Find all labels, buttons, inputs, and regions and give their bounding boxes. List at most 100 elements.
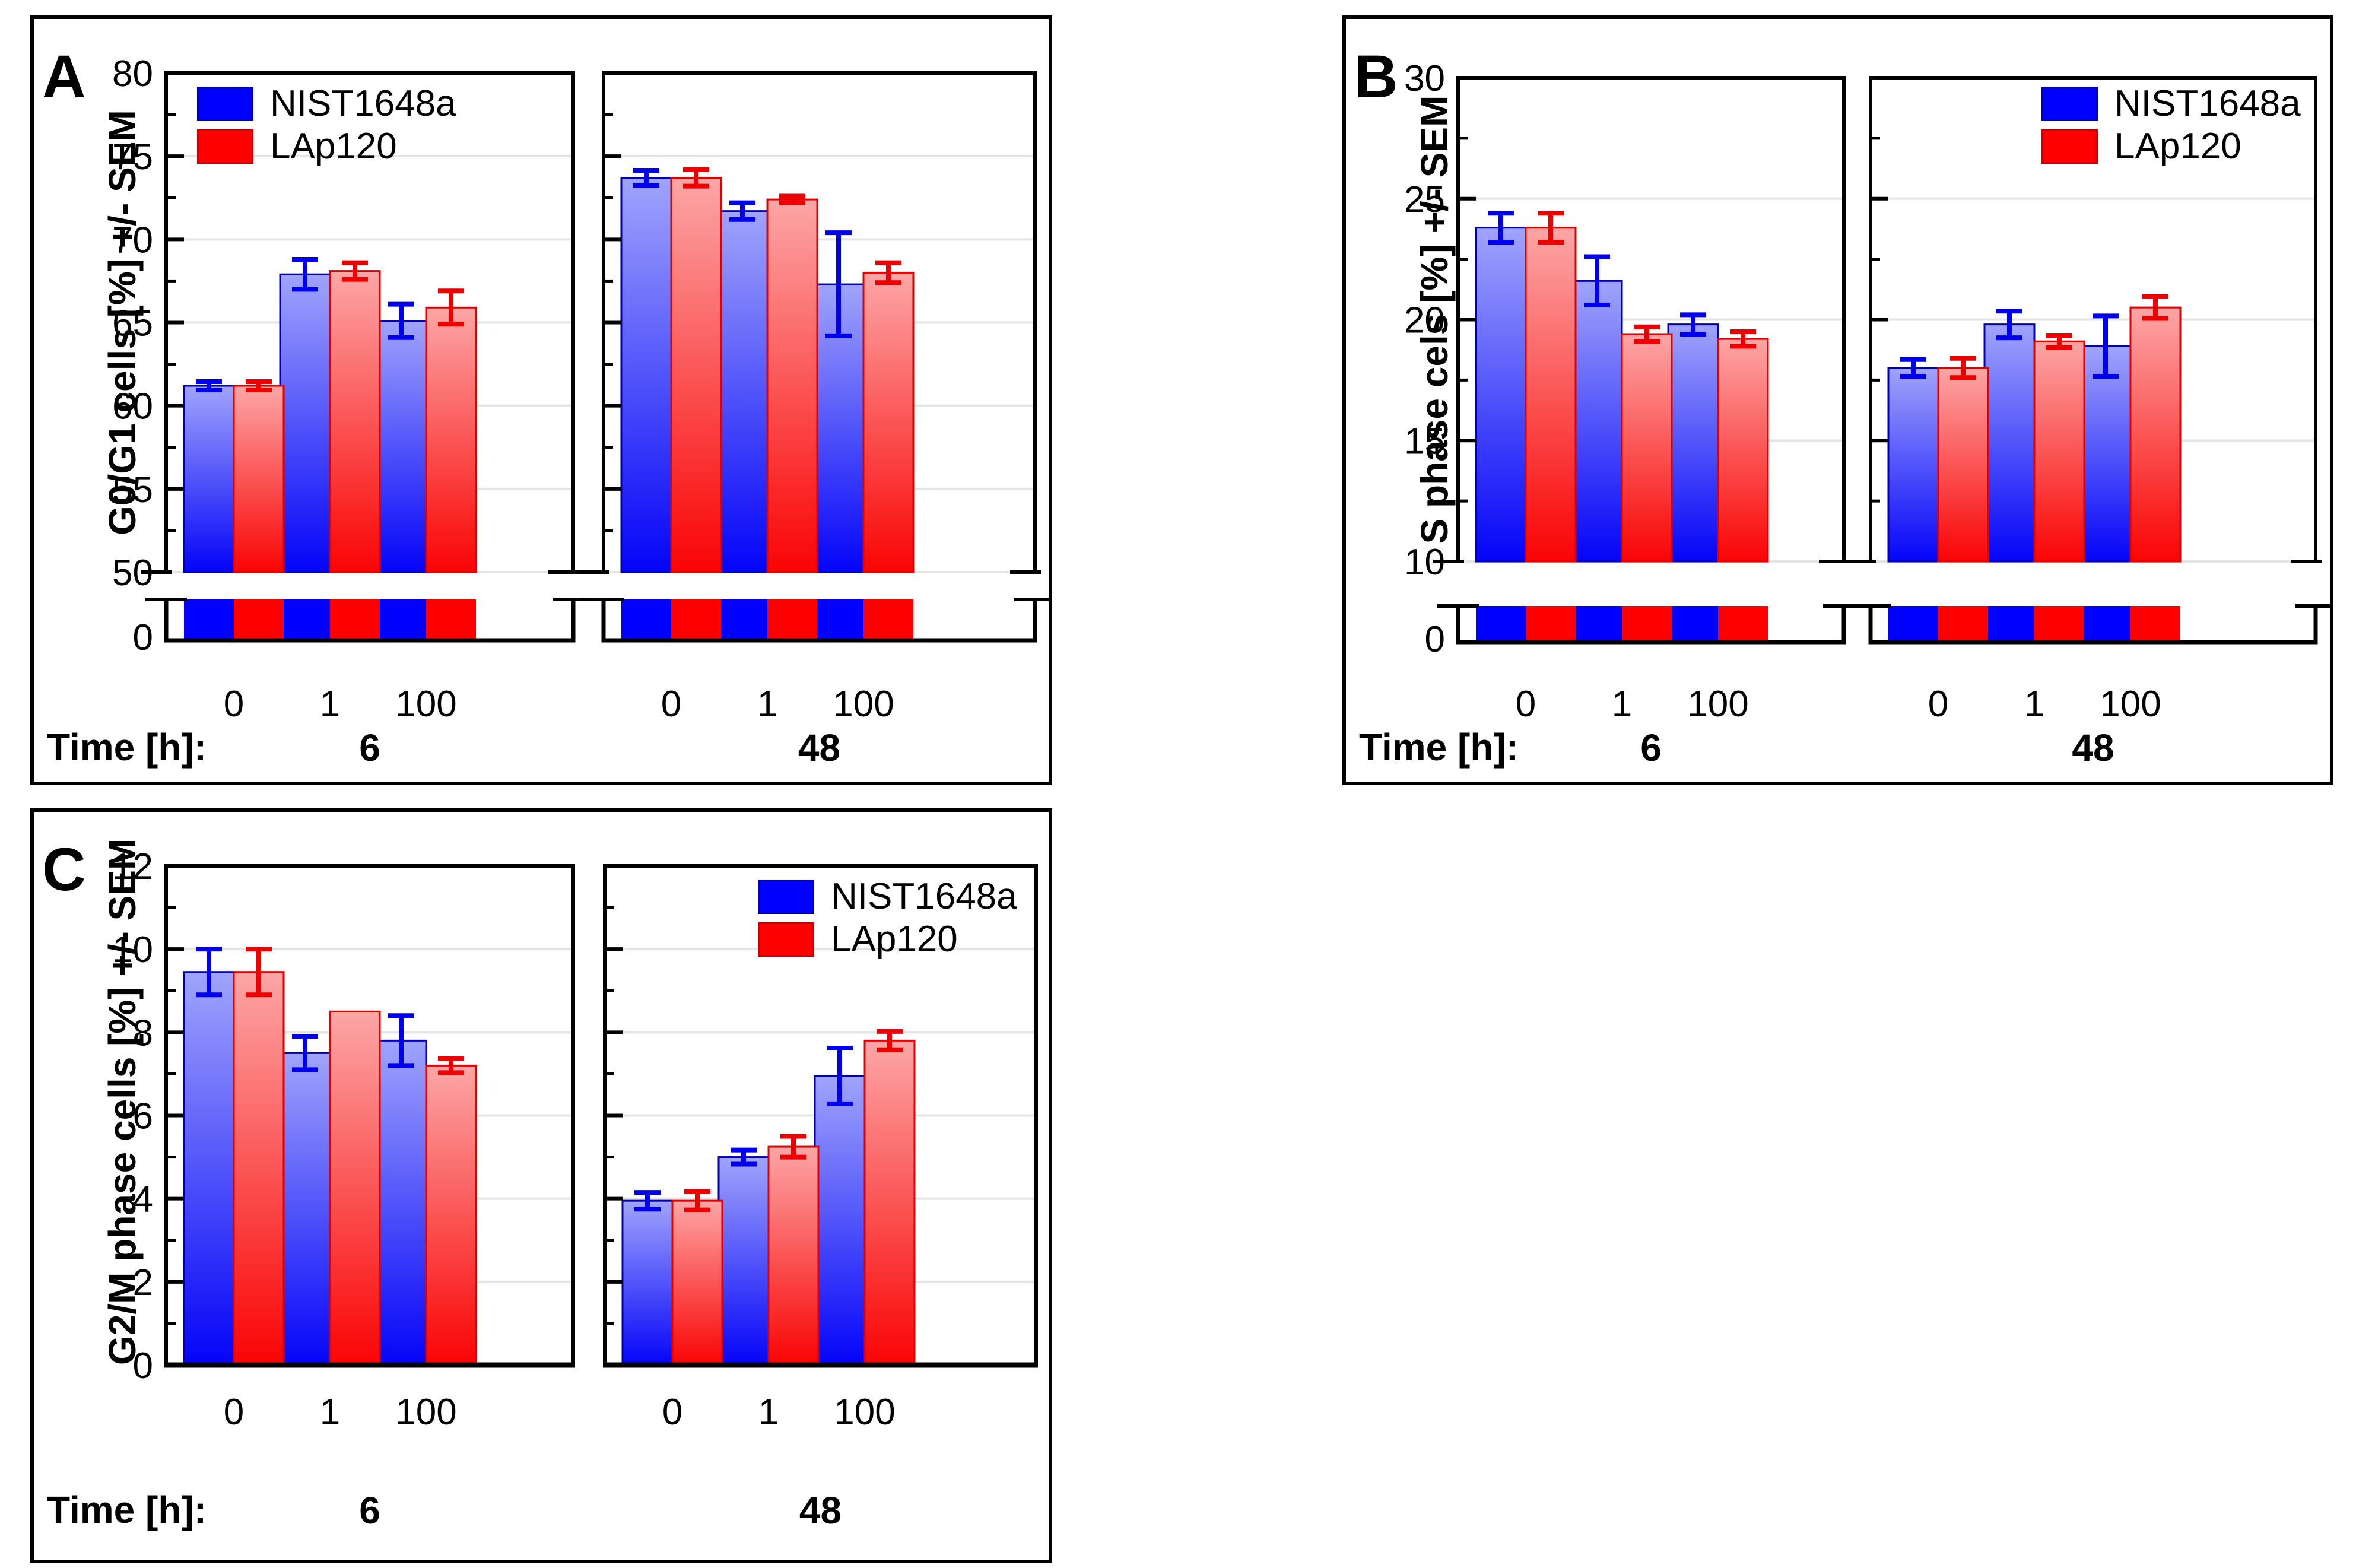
error-bar-NIST1648a-100 (388, 301, 414, 340)
legend-swatch-red (197, 129, 253, 164)
legend-label-lap: LAp120 (270, 126, 397, 167)
bar-base-LAp120-1 (767, 599, 817, 640)
x-tick-label: 100 (833, 684, 894, 725)
y-tick-label: 8 (133, 1012, 153, 1053)
y-tick-label: 10 (112, 929, 153, 970)
bar-base-LAp120-0 (234, 599, 284, 640)
legend-item-nist: NIST1648a (2041, 85, 2301, 122)
panel-label-C: C (42, 836, 86, 903)
error-bar-LAp120-0 (246, 947, 272, 998)
bar-base-NIST1648a-100 (2081, 606, 2130, 642)
bar-LAp120-0 (1525, 227, 1577, 563)
subpanel-6: 0 1 100 6 (164, 864, 575, 1532)
error-bar-LAp120-0 (1538, 211, 1564, 245)
x-tick-label: 1 (1612, 684, 1632, 725)
time-value: 48 (2072, 726, 2114, 769)
bar-NIST1648a-1 (279, 1052, 331, 1366)
bar-NIST1648a-0 (183, 971, 235, 1366)
legend-item-lap: LAp120 (2041, 128, 2301, 165)
error-bar-LAp120-100 (438, 288, 464, 327)
y-tick-label-zero: 0 (1425, 619, 1445, 660)
strip-frame (1868, 606, 2318, 645)
bar-base-NIST1648a-0 (184, 599, 234, 640)
error-bar-NIST1648a-100 (825, 230, 852, 338)
panel-B: 0 1 100 6 0 1 100 48 30 25 20 15 10 0 B S phase cels … (1342, 15, 2333, 785)
legend-label-nist: NIST1648a (831, 876, 1017, 917)
bar-base-NIST1648a-100 (376, 599, 426, 640)
legend-item-lap: LAp120 (758, 921, 1017, 958)
y-tick-label: 4 (133, 1179, 153, 1220)
bar-base-NIST1648a-1 (717, 599, 767, 640)
bar-LAp120-0 (671, 1199, 723, 1366)
bar-NIST1648a-1 (717, 1156, 770, 1366)
bar-base-LAp120-100 (426, 599, 476, 640)
y-tick-label: 2 (133, 1262, 153, 1303)
legend-item-nist: NIST1648a (197, 85, 456, 122)
x-tick-label: 100 (1687, 684, 1748, 725)
panel-border (1342, 15, 2333, 785)
bar-base-LAp120-0 (1938, 606, 1988, 642)
y-tick-label: 60 (112, 386, 153, 427)
y-tick-label: 75 (112, 137, 153, 177)
y-tick-label: 10 (1404, 542, 1445, 583)
time-value: 48 (799, 1489, 842, 1532)
legend-B: NIST1648a LAp120 (2041, 85, 2301, 165)
bar-NIST1648a-0 (1475, 227, 1527, 563)
x-tick-label: 100 (395, 1392, 456, 1433)
x-tick-label: 0 (1516, 684, 1536, 725)
error-bar-NIST1648a-100 (1680, 312, 1706, 337)
bar-base-LAp120-100 (1718, 606, 1768, 642)
x-tick-label: 0 (224, 684, 244, 725)
y-tick-label: 55 (112, 469, 153, 510)
panel-label-B: B (1354, 43, 1398, 110)
y-tick-label: 20 (1404, 300, 1445, 341)
legend-label-lap: LAp120 (2114, 126, 2241, 167)
y-tick-label: 50 (112, 553, 153, 593)
error-bar-LAp120-100 (877, 1029, 903, 1052)
y-tick-label: 12 (112, 846, 153, 887)
error-bar-LAp120-0 (683, 167, 709, 189)
bar-NIST1648a-100 (375, 320, 427, 573)
error-bar-LAp120-1 (780, 1134, 806, 1160)
bar-base-NIST1648a-0 (1476, 606, 1526, 642)
bar-base-LAp120-100 (2130, 606, 2180, 642)
error-bar-NIST1648a-100 (388, 1013, 414, 1068)
error-bar-NIST1648a-100 (2093, 313, 2119, 379)
error-bar-LAp120-100 (875, 260, 901, 285)
bar-base-NIST1648a-1 (1572, 606, 1622, 642)
bar-LAp120-1 (767, 1145, 820, 1366)
x-tick-label: 0 (1928, 684, 1948, 725)
error-bar-LAp120-1 (779, 193, 805, 205)
y-tick-label: 80 (112, 53, 153, 94)
bar-NIST1648a-1 (716, 210, 769, 573)
error-bar-NIST1648a-1 (1584, 254, 1610, 308)
x-tick-label: 100 (834, 1392, 895, 1433)
bar-base-LAp120-1 (2034, 606, 2084, 642)
bar-NIST1648a-0 (620, 177, 672, 573)
x-tick-label: 0 (661, 684, 681, 725)
panel-C: 0 1 100 6 0 1 100 48 12 10 8 6 4 2 0 C G2/M phase cell… (30, 808, 1052, 1563)
error-bar-LAp120-100 (1730, 329, 1756, 349)
error-bar-LAp120-100 (438, 1056, 464, 1075)
error-bar-LAp120-0 (246, 379, 272, 393)
bar-NIST1648a-0 (183, 385, 235, 573)
error-bar-NIST1648a-1 (292, 256, 318, 292)
bar-NIST1648a-1 (1983, 323, 2036, 563)
bar-LAp120-1 (2033, 340, 2085, 563)
x-tick-label: 1 (320, 1392, 340, 1433)
x-tick-label: 0 (662, 1392, 682, 1433)
bar-LAp120-100 (863, 1039, 916, 1366)
legend-A: NIST1648a LAp120 (197, 85, 456, 165)
x-tick-label: 100 (395, 684, 456, 725)
error-bar-NIST1648a-1 (729, 200, 755, 222)
time-axis-label-B: Time [h]: (1359, 726, 1519, 769)
error-bar-LAp120-1 (342, 260, 368, 282)
error-bar-NIST1648a-1 (292, 1034, 318, 1072)
legend-label-lap: LAp120 (831, 919, 958, 960)
bar-base-NIST1648a-0 (1888, 606, 1938, 642)
error-bar-NIST1648a-0 (196, 947, 222, 998)
bar-NIST1648a-0 (621, 1199, 674, 1366)
bar-LAp120-0 (233, 385, 285, 573)
